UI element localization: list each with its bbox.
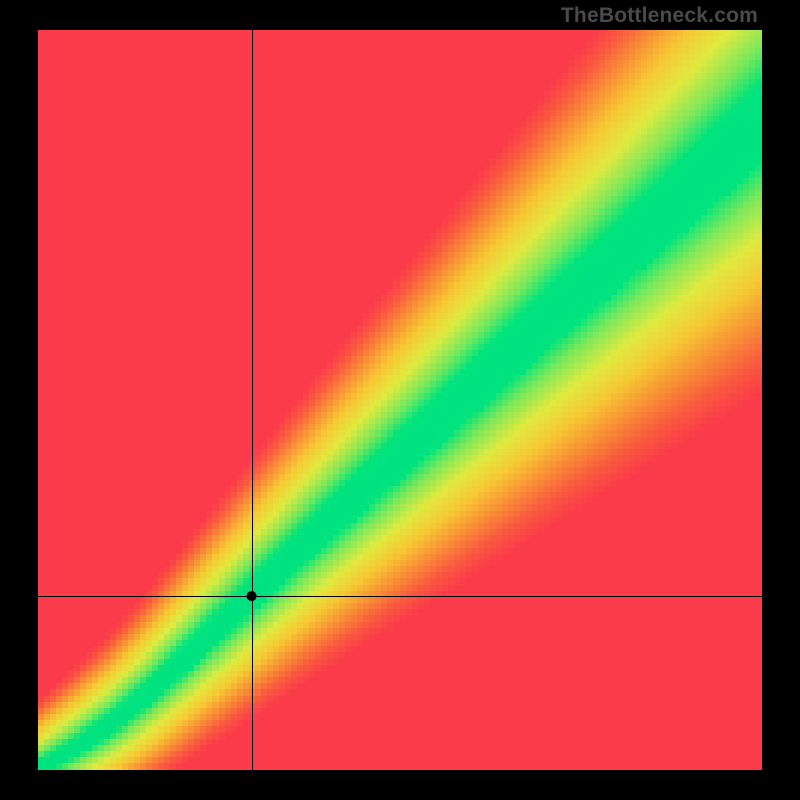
watermark-text: TheBottleneck.com	[561, 4, 758, 28]
bottleneck-heatmap	[38, 30, 762, 770]
